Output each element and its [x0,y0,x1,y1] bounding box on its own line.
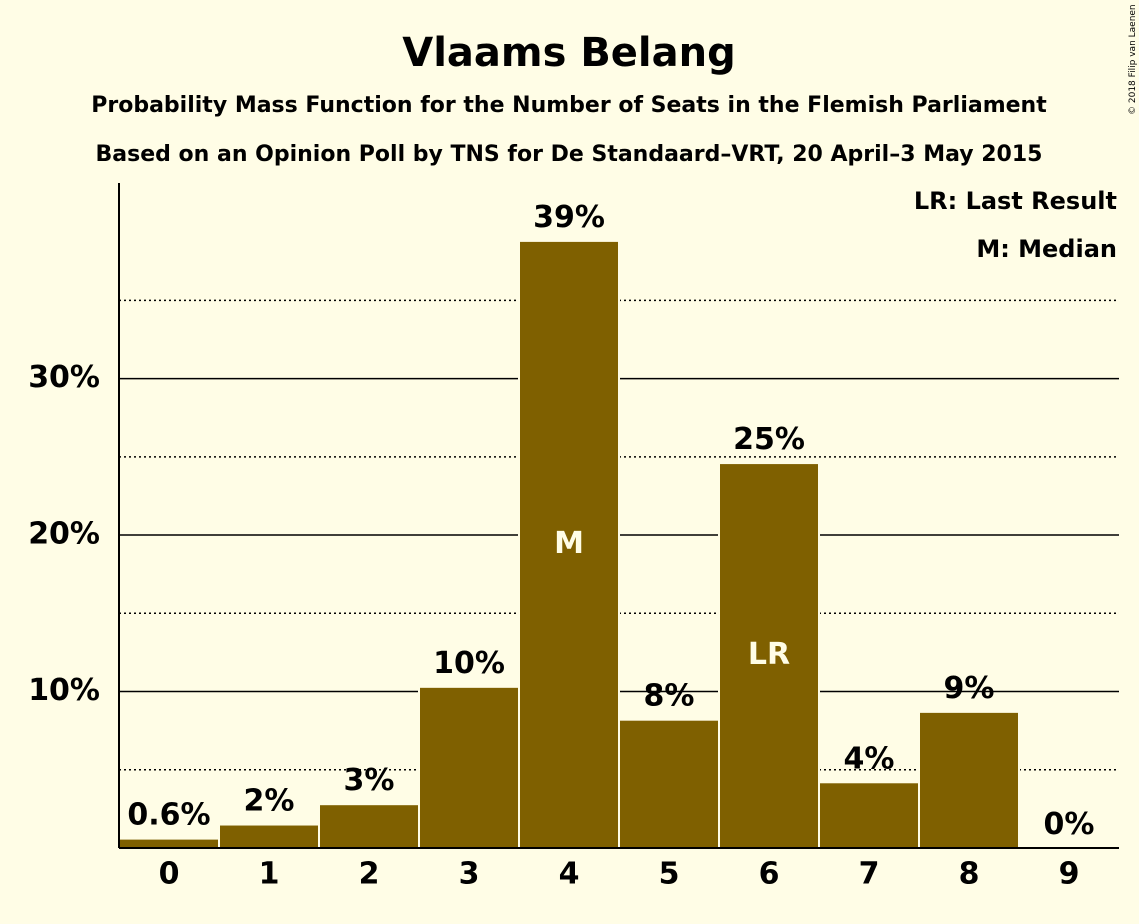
x-tick-8: 8 [959,857,980,892]
bar-5 [618,718,720,849]
x-tick-2: 2 [359,857,380,892]
legend-median: M: Median [976,235,1117,263]
y-tick-labels: 10% 20% 30% [28,360,100,708]
x-tick-5: 5 [659,857,680,892]
x-tick-1: 1 [259,857,280,892]
bar-8 [918,710,1020,850]
data-label-1: 2% [244,784,295,819]
x-tick-7: 7 [859,857,880,892]
chart-title: Vlaams Belang [402,30,736,76]
x-tick-3: 3 [459,857,480,892]
inner-label-lr: LR [748,637,790,672]
x-tick-9: 9 [1059,857,1080,892]
chart-subtitle: Probability Mass Function for the Number… [91,93,1047,118]
data-label-9: 0% [1044,807,1095,842]
bars [118,239,1020,850]
y-tick-20: 20% [28,517,100,552]
data-label-7: 4% [844,741,895,776]
x-tick-4: 4 [559,857,580,892]
data-label-2: 3% [344,763,395,798]
data-label-3: 10% [433,646,505,681]
legend-last-result: LR: Last Result [914,187,1117,215]
inner-label-m: M [554,526,584,561]
data-label-8: 9% [944,671,995,706]
x-tick-0: 0 [159,857,180,892]
data-label-4: 39% [533,200,605,235]
copyright-notice: © 2018 Filip van Laenen [1128,4,1138,115]
bar-7 [818,781,920,849]
data-labels: 0.6% 2% 3% 10% 39% 8% 25% 4% 9% 0% [127,200,1094,842]
bar-3 [418,685,520,849]
y-tick-10: 10% [28,673,100,708]
bar-0 [118,837,220,849]
data-label-5: 8% [644,679,695,714]
inner-bar-labels: M LR [554,526,790,672]
x-tick-6: 6 [759,857,780,892]
y-tick-30: 30% [28,360,100,395]
x-tick-labels: 0 1 2 3 4 5 6 7 8 9 [159,857,1080,892]
data-label-0: 0.6% [127,798,210,833]
data-label-6: 25% [733,422,805,457]
bar-2 [318,803,420,849]
bar-1 [218,823,320,850]
axes [118,183,1119,849]
bar-6 [718,462,820,849]
chart-subtitle-poll: Based on an Opinion Poll by TNS for De S… [96,142,1043,167]
